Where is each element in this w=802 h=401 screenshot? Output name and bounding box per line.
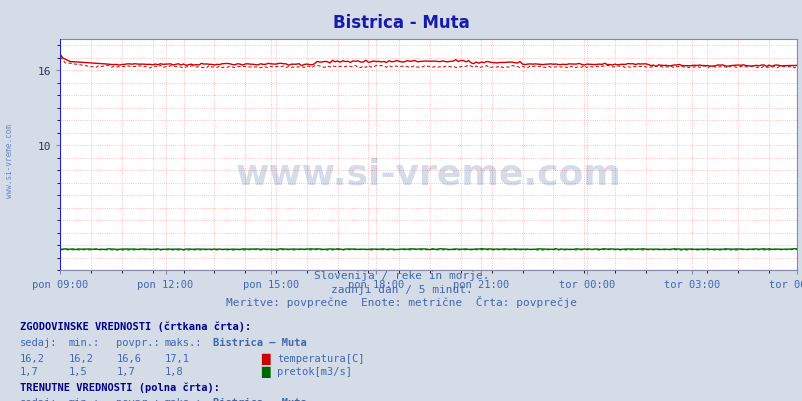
Text: 16,2: 16,2 [68,353,93,363]
Text: sedaj:: sedaj: [20,397,58,401]
Text: temperatura[C]: temperatura[C] [277,353,364,363]
Text: 1,7: 1,7 [20,366,38,376]
Text: povpr.:: povpr.: [116,397,160,401]
Text: pretok[m3/s]: pretok[m3/s] [277,366,351,376]
Text: █: █ [261,353,269,364]
Text: 1,8: 1,8 [164,366,183,376]
Text: min.:: min.: [68,338,99,348]
Text: 16,6: 16,6 [116,353,141,363]
Text: ZGODOVINSKE VREDNOSTI (črtkana črta):: ZGODOVINSKE VREDNOSTI (črtkana črta): [20,321,251,331]
Text: Slovenija / reke in morje.: Slovenija / reke in morje. [314,271,488,281]
Text: 17,1: 17,1 [164,353,189,363]
Text: Meritve: povprečne  Enote: metrične  Črta: povprečje: Meritve: povprečne Enote: metrične Črta:… [225,295,577,307]
Text: zadnji dan / 5 minut.: zadnji dan / 5 minut. [330,284,472,294]
Text: █: █ [261,366,269,377]
Text: 1,5: 1,5 [68,366,87,376]
Text: www.si-vreme.com: www.si-vreme.com [236,157,621,191]
Text: 1,7: 1,7 [116,366,135,376]
Text: Bistrica – Muta: Bistrica – Muta [213,338,306,348]
Text: povpr.:: povpr.: [116,338,160,348]
Text: Bistrica – Muta: Bistrica – Muta [213,397,306,401]
Text: Bistrica - Muta: Bistrica - Muta [333,14,469,32]
Text: TRENUTNE VREDNOSTI (polna črta):: TRENUTNE VREDNOSTI (polna črta): [20,381,220,392]
Text: maks.:: maks.: [164,338,202,348]
Text: maks.:: maks.: [164,397,202,401]
Text: 16,2: 16,2 [20,353,45,363]
Text: min.:: min.: [68,397,99,401]
Text: sedaj:: sedaj: [20,338,58,348]
Text: www.si-vreme.com: www.si-vreme.com [5,124,14,197]
